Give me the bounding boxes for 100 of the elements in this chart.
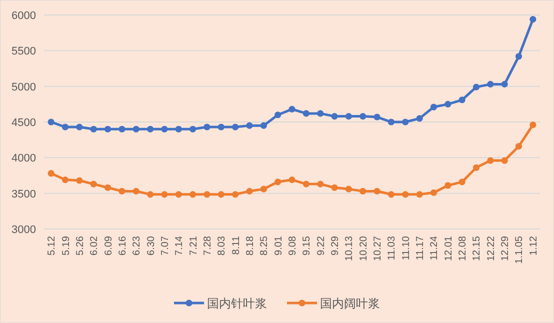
x-tick-label: 12.29 xyxy=(500,236,512,262)
point xyxy=(90,126,97,132)
x-tick-label: 9.01 xyxy=(273,236,284,256)
x-tick-label: 10.13 xyxy=(344,236,356,262)
point xyxy=(416,115,423,122)
x-tick-label: 8.03 xyxy=(216,236,228,256)
point xyxy=(274,112,282,118)
point xyxy=(472,164,480,171)
x-tick-label: 7.07 xyxy=(160,236,171,256)
point xyxy=(190,126,196,132)
point xyxy=(374,114,380,120)
point xyxy=(132,188,140,194)
point xyxy=(132,126,140,132)
point xyxy=(146,126,154,132)
point xyxy=(345,112,352,120)
point xyxy=(388,118,394,126)
x-tick-label: 5.19 xyxy=(60,236,72,256)
point xyxy=(530,122,536,128)
point xyxy=(104,126,112,132)
point xyxy=(416,191,423,198)
point xyxy=(146,191,154,198)
point xyxy=(530,16,536,23)
point xyxy=(190,191,196,198)
point xyxy=(218,191,224,198)
x-tick-label: 5.12 xyxy=(46,236,58,256)
point xyxy=(161,191,168,198)
point xyxy=(232,124,239,130)
point xyxy=(360,112,366,120)
point xyxy=(487,80,494,88)
legend-label: 国内阔叶浆 xyxy=(320,296,380,310)
x-tick-label: 11.03 xyxy=(386,236,398,260)
point xyxy=(317,180,324,188)
point xyxy=(204,124,210,130)
x-tick-label: 8.25 xyxy=(259,236,270,256)
point xyxy=(430,189,438,196)
x-tick-label: 9.15 xyxy=(302,236,313,256)
point xyxy=(246,188,253,194)
point xyxy=(458,96,466,104)
x-tick-label: 6.16 xyxy=(117,236,128,256)
point xyxy=(331,184,338,191)
y-tick-label: 4000 xyxy=(12,152,36,165)
y-tick-label: 5500 xyxy=(12,46,36,58)
x-tick-label: 6.02 xyxy=(89,236,100,256)
x-tick-label: 6.30 xyxy=(146,236,157,256)
point xyxy=(260,122,267,129)
x-tick-label: 9.29 xyxy=(330,236,342,256)
x-tick-label: 11.24 xyxy=(429,236,440,260)
x-tick-label: 1.12 xyxy=(528,236,540,256)
x-tick-label: 7.21 xyxy=(188,236,200,256)
point xyxy=(302,110,310,117)
x-tick-label: 12.01 xyxy=(443,236,454,262)
point xyxy=(175,126,182,132)
point xyxy=(402,118,409,126)
point xyxy=(388,191,394,198)
point xyxy=(331,112,338,120)
x-tick-label: 8.18 xyxy=(244,236,256,256)
point xyxy=(175,191,182,198)
y-tick-label: 6000 xyxy=(12,10,36,22)
x-tick-label: 11.17 xyxy=(415,236,426,260)
legend-label: 国内针叶浆 xyxy=(207,296,267,310)
point xyxy=(458,178,466,186)
point xyxy=(317,110,324,117)
y-tick-label: 4500 xyxy=(12,117,36,129)
point xyxy=(444,182,452,189)
point xyxy=(118,126,126,132)
point xyxy=(218,124,224,130)
point xyxy=(76,124,83,130)
point xyxy=(515,53,522,60)
point xyxy=(48,118,54,126)
point xyxy=(501,157,508,164)
point xyxy=(118,188,126,194)
x-tick-label: 6.23 xyxy=(132,236,143,256)
x-tick-label: 9.22 xyxy=(316,236,327,256)
point xyxy=(204,191,210,198)
x-tick-label: 12.15 xyxy=(472,236,483,262)
point xyxy=(430,104,438,110)
x-tick-label: 8.11 xyxy=(230,236,242,255)
point xyxy=(48,170,54,177)
point xyxy=(62,176,69,184)
point xyxy=(62,124,69,130)
point xyxy=(472,84,480,90)
x-tick-label: 5.26 xyxy=(74,236,86,256)
point xyxy=(76,177,83,184)
point xyxy=(274,178,282,186)
point xyxy=(444,100,452,108)
x-tick-label: 12.08 xyxy=(458,236,469,262)
point xyxy=(90,180,97,188)
point xyxy=(232,191,239,198)
point xyxy=(487,157,494,164)
point xyxy=(360,188,366,194)
point xyxy=(302,180,310,188)
point xyxy=(374,188,380,194)
y-tick-label: 3000 xyxy=(12,224,36,236)
point xyxy=(260,186,267,192)
point xyxy=(161,126,168,132)
point xyxy=(288,176,296,184)
point xyxy=(515,142,522,150)
point xyxy=(288,106,296,112)
x-tick-label: 9.08 xyxy=(288,236,298,256)
point xyxy=(345,186,352,192)
